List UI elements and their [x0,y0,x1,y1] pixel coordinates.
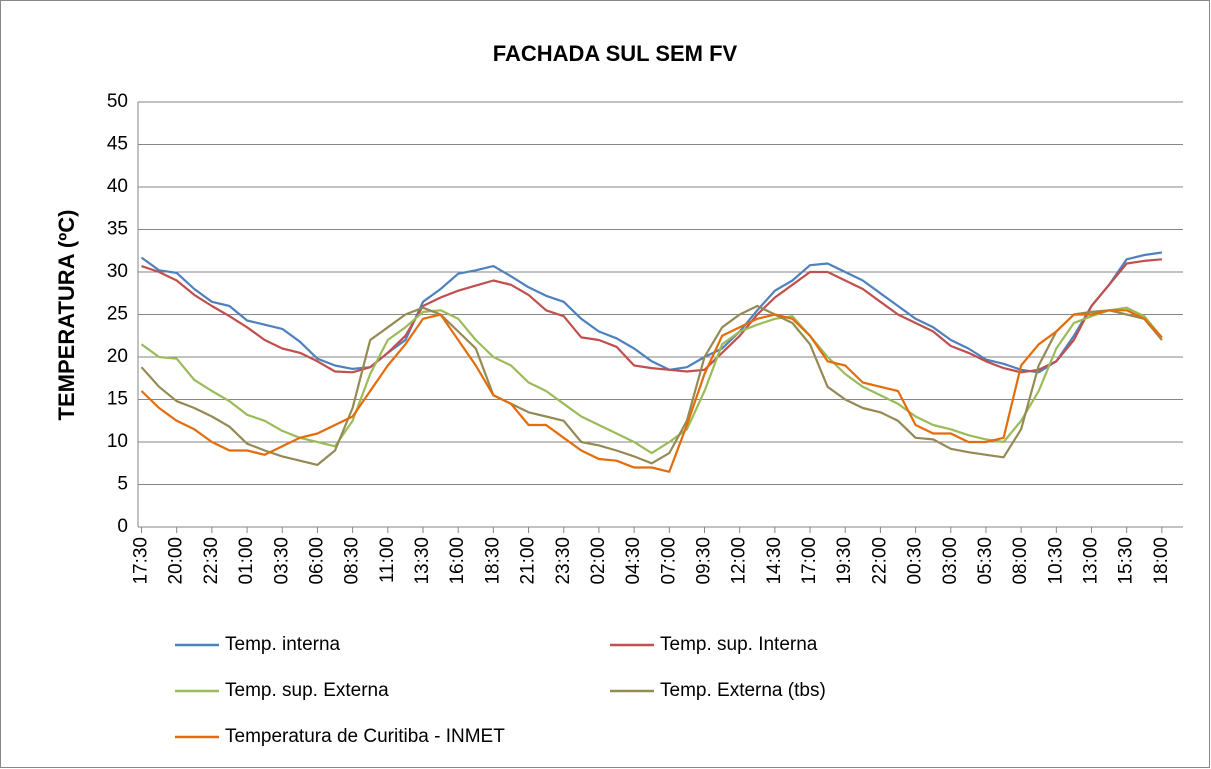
x-tick-label: 00:30 [905,537,926,585]
x-tick-label: 10:30 [1045,537,1066,585]
series-line [140,309,1163,473]
x-tick-label: 03:30 [271,537,292,585]
x-tick-label: 18:00 [1151,537,1172,585]
legend-label: Temp. Externa (tbs) [660,680,826,701]
x-tick-label: 04:30 [623,537,644,585]
legend-label: Temp. sup. Externa [225,680,389,701]
y-tick-label: 45 [107,134,128,155]
y-tick-label: 25 [107,304,128,325]
legend-label: Temp. interna [225,634,341,655]
x-tick-label: 11:00 [377,537,398,583]
series-line [140,304,1163,466]
series-line [140,251,1163,374]
x-tick-label: 08:00 [1010,537,1031,585]
x-tick-label: 01:00 [236,537,257,585]
y-tick-label: 50 [107,91,128,112]
x-tick-label: 07:00 [658,537,679,585]
x-tick-label: 22:30 [201,537,222,585]
x-tick-label: 18:30 [482,537,503,585]
x-tick-label: 14:30 [764,537,785,585]
x-tick-label: 13:00 [1081,537,1102,585]
series-line [141,258,1162,374]
x-tick-label: 23:30 [553,537,574,585]
y-tick-label: 35 [107,219,128,240]
x-tick-label: 13:30 [412,537,433,585]
chart-title: FACHADA SUL SEM FV [493,41,738,66]
y-tick-label: 40 [107,176,128,197]
y-tick-label: 10 [107,431,128,452]
y-tick-label: 5 [117,474,128,495]
x-tick-label: 22:00 [869,537,890,585]
x-tick-label: 19:30 [834,537,855,585]
x-tick-label: 20:00 [166,537,187,585]
y-axis-label: TEMPERATURA (ºC) [54,210,79,421]
y-tick-label: 20 [107,346,128,367]
x-tick-label: 02:00 [588,537,609,585]
legend-label: Temperatura de Curitiba - INMET [225,726,505,747]
y-tick-label: 30 [107,261,128,282]
x-tick-label: 09:30 [693,537,714,585]
x-tick-label: 17:00 [799,537,820,585]
x-tick-label: 21:00 [518,537,539,585]
x-tick-label: 06:00 [306,537,327,585]
y-tick-label: 15 [107,389,128,410]
x-tick-label: 12:00 [729,537,750,585]
x-tick-label: 17:30 [131,537,152,585]
y-tick-label: 0 [117,516,128,537]
x-tick-label: 03:00 [940,537,961,585]
x-tick-label: 15:30 [1116,537,1137,585]
legend-label: Temp. sup. Interna [660,634,818,655]
x-tick-label: 08:30 [342,537,363,585]
x-tick-label: 05:30 [975,537,996,585]
x-tick-label: 16:00 [447,537,468,585]
